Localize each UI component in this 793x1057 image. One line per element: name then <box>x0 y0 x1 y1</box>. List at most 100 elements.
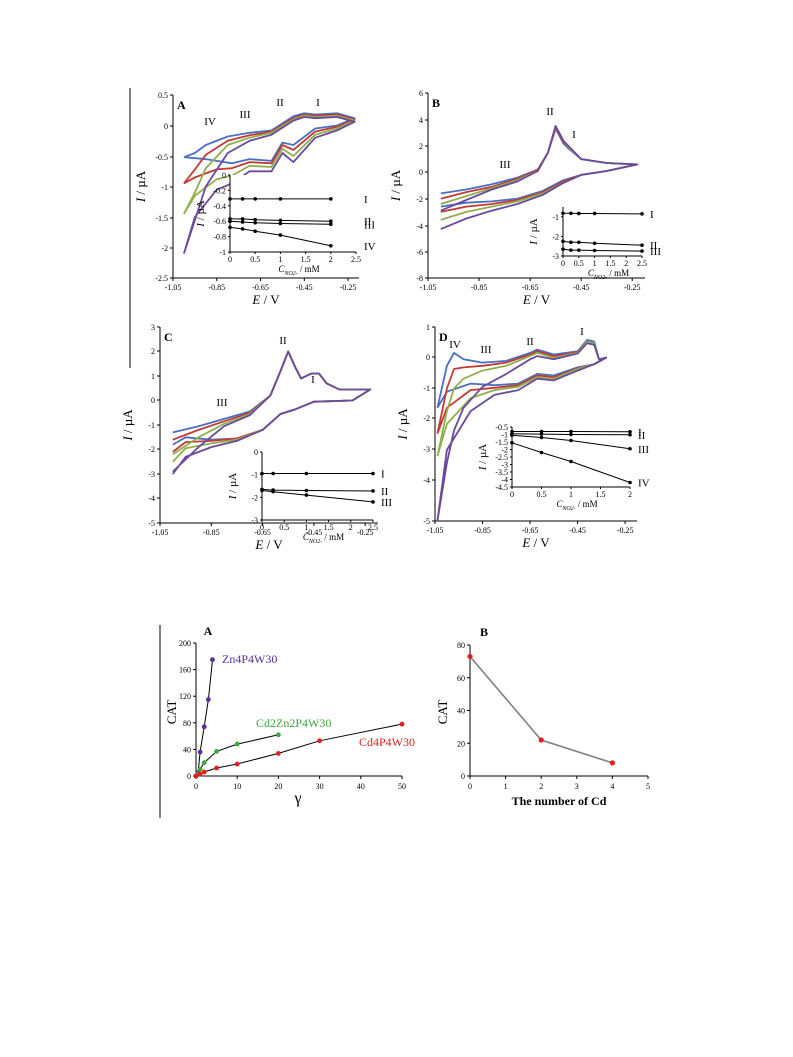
panel-B-inset-series-label: II <box>650 240 658 252</box>
panel-A-inset-xtick-label: 2 <box>329 255 333 264</box>
panel-A-inset-point <box>253 197 257 201</box>
panel-B-inset-x-title-xlabel_var: C <box>588 268 595 278</box>
fig2B-y-title: CAT <box>435 700 450 725</box>
panel-A-inset-ytick-label: -0.2 <box>213 186 226 195</box>
panel-A-inset-y-title-unit: / µA <box>195 200 207 223</box>
panel-A-y-title-unit: / µA <box>133 170 148 198</box>
panel-C-inset-ytick-label: -3 <box>251 516 258 525</box>
panel-B-peak-label: III <box>500 159 511 171</box>
panel-D-peak-label: III <box>481 344 492 356</box>
panel-C-inset-series-label: I <box>381 469 385 481</box>
panel-C-xtick-label: -1.05 <box>152 528 169 537</box>
panel-B-inset-x-title-xlabel_unit: / mM <box>607 268 629 278</box>
panel-A-xtick-label: -0.25 <box>340 283 357 292</box>
panel-A-inset-point <box>329 244 333 248</box>
panel-D-inset-ytick-label: -1 <box>501 431 508 440</box>
panel-B-xtick-label: -0.45 <box>573 283 590 292</box>
panel-D-ytick-label: 1 <box>426 323 430 332</box>
panel-A-xtick-label: -0.65 <box>252 283 269 292</box>
panel-A-ytick-label: 0 <box>164 122 168 131</box>
panel-B-x-title-unit: / V <box>531 292 551 307</box>
panel-B-inset-line-I <box>563 212 643 215</box>
panel-D-inset-point <box>510 433 514 438</box>
panel-B-inset-ytick-label: -2 <box>552 232 559 241</box>
fig2A-point-Cd4P4W30 <box>317 738 322 744</box>
panel-B-inset-series-label: III <box>650 246 661 258</box>
fig2A-ytick-label: 80 <box>183 719 191 728</box>
fig2A-xtick-label: 30 <box>316 782 324 791</box>
panel-D-inset-point <box>569 438 573 443</box>
fig2A-xtick-label: 10 <box>233 782 241 791</box>
panel-D-ytick-label: -5 <box>423 517 430 526</box>
panel-D-inset-point <box>628 480 632 485</box>
panel-C-ytick-label: -5 <box>148 519 155 528</box>
panel-D-inset-point <box>539 429 544 434</box>
panel-C-inset-point <box>304 493 309 497</box>
panel-A-y-title-var: I <box>133 197 148 203</box>
panel-A-inset-point <box>329 197 333 201</box>
panel-C-label: C <box>164 330 173 344</box>
panel-D-inset-xtick-label: 0 <box>510 490 514 499</box>
panel-B-inset-ytick-label: -3 <box>552 252 559 261</box>
panel-D-cv-curve-1 <box>436 339 607 409</box>
panel-B-inset-ytick-label: -1 <box>552 213 559 222</box>
panel-C-inset-y-title-var: I <box>227 494 239 500</box>
fig2A-point-Cd4P4W30 <box>201 769 207 775</box>
panel-A-inset-x-title-xlabel_var: C <box>278 264 285 274</box>
panel-B-inset-series-label: I <box>650 209 654 221</box>
panel-B-inset-point <box>569 248 573 252</box>
panel-C-inset-line-III <box>261 490 374 503</box>
panel-C-y-title: I / µA <box>120 409 135 442</box>
panel-B-inset-point <box>561 239 565 244</box>
panel-D-inset-point <box>628 446 632 451</box>
panel-B-inset-point <box>592 241 597 246</box>
panel-B-ytick-label: -6 <box>416 248 423 257</box>
panel-C-inset-point <box>271 489 275 494</box>
panel-D-inset-x-title: CNO2- / mM <box>556 499 597 512</box>
fig2A-point-Cd2Zn2P4W30 <box>234 741 240 747</box>
panel-A-inset-point <box>278 221 283 226</box>
panel-C-inset-x-title: CNO2- / mM <box>303 532 344 545</box>
panel-A-peak-label: II <box>276 97 284 109</box>
fig2A-point-Cd4P4W30 <box>399 721 405 727</box>
panel-D-peak-label: I <box>580 326 584 338</box>
fig2A-series-label: Cd2Zn2P4W30 <box>256 716 331 730</box>
panel-D-inset-ytick-label: -2 <box>501 446 508 455</box>
panel-B-inset-xtick-label: 0.5 <box>574 259 584 268</box>
panel-B-inset-y-title: I / µA <box>528 218 540 246</box>
panel-D-inset-ytick-label: -1.5 <box>495 438 508 447</box>
panel-C-inset-line-II <box>261 488 374 492</box>
panel-A-inset-series-label: II <box>364 216 372 228</box>
panel-D-inset-line-II <box>511 433 631 436</box>
panel-D-inset-point <box>569 429 573 434</box>
panel-A-inset-point <box>228 197 232 201</box>
fig2B-xtick-label: 4 <box>610 782 614 791</box>
fig2A-series-label: Cd4P4W30 <box>359 735 415 749</box>
panel-A-inset-x-title: CNO2- / mM <box>278 264 319 277</box>
panel-D-x-title: E / V <box>521 535 550 550</box>
panel-B-inset-x-title-xlabel_sub: NO2- <box>593 275 607 281</box>
fig2A-y-title: CAT <box>164 700 179 725</box>
panel-A-xtick-label: -1.05 <box>165 283 182 292</box>
panel-B-y-title-unit: / µA <box>388 169 403 197</box>
panel-C-xtick-label: -0.25 <box>357 528 374 537</box>
panel-D-cv-curve-3 <box>436 340 607 457</box>
panel-A-inset-series-label: III <box>364 219 375 231</box>
panel-B-inset-point <box>640 249 644 253</box>
panel-A-inset-ytick-label: -1 <box>219 248 226 257</box>
panel-B-inset-y-title-var: I <box>528 240 540 246</box>
panel-C-inset-series-label: III <box>381 497 392 509</box>
panel-D-xtick-label: -1.05 <box>427 526 444 535</box>
panel-B-xtick-label: -0.85 <box>471 283 488 292</box>
panel-C-inset-point <box>371 471 375 476</box>
panel-C-y-title-var: I <box>120 436 135 442</box>
panel-D-y-title: I / µA <box>395 408 410 441</box>
fig2B-xtick-label: 0 <box>468 782 472 791</box>
panel-D-label: D <box>439 330 448 344</box>
panel-C-inset-xtick-label: 0.5 <box>279 523 289 532</box>
fig2A-point-Cd2Zn2P4W30 <box>197 766 203 772</box>
panel-B-inset-point <box>569 240 573 245</box>
panel-D-inset-ytick-label: -4.5 <box>495 483 508 492</box>
panel-A-ytick-label: -2 <box>161 244 168 253</box>
panel-C-inset-x-title-xlabel_sub: NO2- <box>308 539 322 545</box>
